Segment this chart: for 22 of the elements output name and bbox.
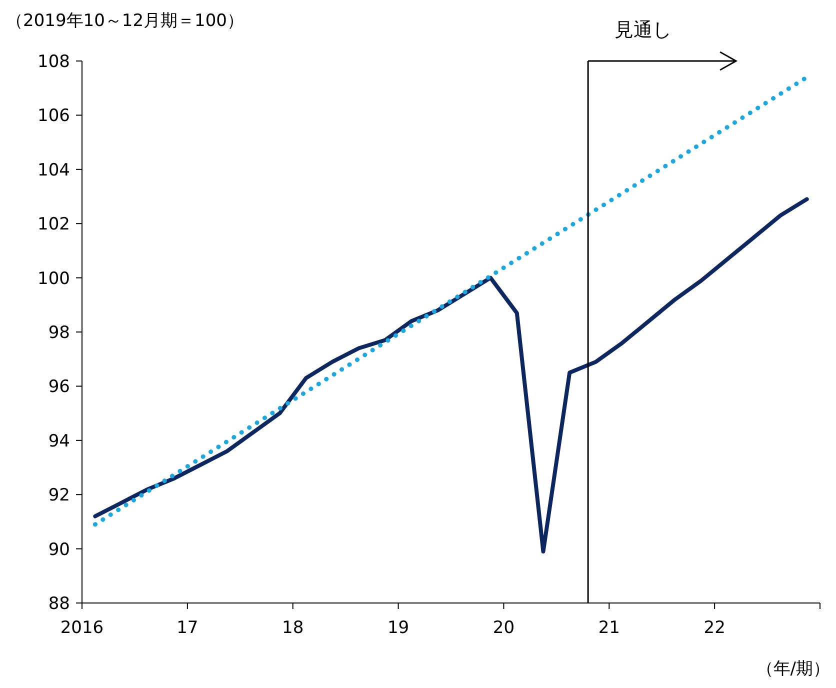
y-tick-label: 88: [48, 594, 70, 614]
y-tick-label: 94: [48, 431, 70, 452]
y-tick-label: 90: [48, 540, 70, 560]
line-series: [93, 197, 809, 554]
y-tick-label: 104: [38, 160, 70, 180]
x-tick-label: 17: [176, 618, 198, 638]
ref-line-label: 見通し: [614, 19, 672, 41]
x-tick-label: 2016: [60, 618, 104, 638]
y-tick-label: 102: [38, 214, 70, 235]
x-tick-label: 22: [704, 618, 726, 638]
y-tick-label: 96: [48, 377, 70, 398]
x-tick-label: 21: [598, 618, 620, 638]
x-axis-title: （年/期）: [756, 659, 830, 679]
y-tick-label: 100: [38, 268, 70, 289]
x-tick-label: 20: [492, 618, 515, 638]
y-tick-label: 108: [38, 52, 70, 72]
y-axis-title: （2019年10～12月期＝100）: [6, 11, 244, 31]
y-tick-label: 106: [38, 106, 70, 126]
y-tick-label: 92: [48, 486, 70, 506]
x-tick-label: 18: [282, 618, 304, 638]
y-tick-label: 98: [48, 322, 70, 343]
x-tick-label: 19: [387, 618, 410, 638]
